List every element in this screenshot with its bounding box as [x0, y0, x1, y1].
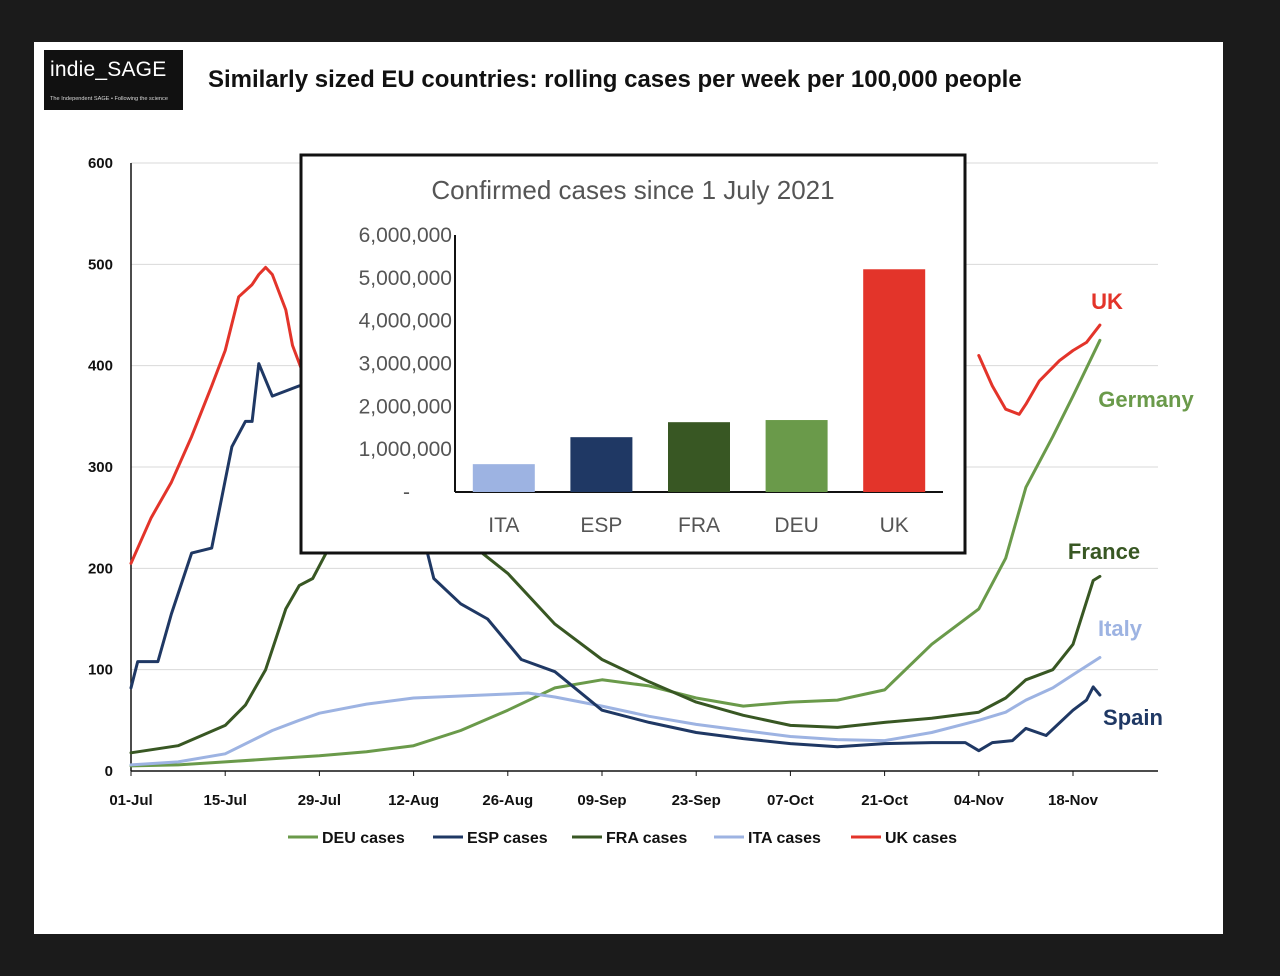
inset-bar-uk — [863, 269, 926, 492]
series-line-fra — [129, 526, 1102, 755]
end-label-fra: France — [1068, 539, 1140, 564]
x-tick-label: 15-Jul — [204, 792, 247, 809]
series-line-ita — [129, 656, 1102, 767]
inset-bar-esp — [570, 437, 633, 492]
inset-bar-deu — [765, 420, 828, 492]
logo-text: indie_SAGE — [50, 58, 167, 81]
x-tick-label: 23-Sep — [672, 792, 721, 809]
y-tick-label: 400 — [88, 358, 113, 375]
inset-bar-ita — [472, 464, 535, 492]
inset-y-tick-label: 6,000,000 — [359, 224, 452, 247]
inset-y-tick-label: 5,000,000 — [359, 267, 452, 290]
legend-label-fra: FRA cases — [606, 830, 687, 847]
inset-x-tick-label: ESP — [580, 514, 622, 537]
end-label-uk: UK — [1091, 289, 1123, 314]
inset-x-tick-label: ITA — [488, 514, 519, 537]
inset-y-tick-label: 2,000,000 — [359, 395, 452, 418]
end-label-ita: Italy — [1098, 616, 1143, 641]
y-tick-label: 600 — [88, 155, 113, 172]
legend-label-uk: UK cases — [885, 830, 957, 847]
line-chart-plot: 0 100 200 300 400 500 600 01-Jul 15-Jul 29-Jul 12-… — [88, 155, 1194, 847]
legend-label-ita: ITA cases — [748, 830, 821, 847]
y-tick-label: 300 — [88, 459, 113, 476]
y-tick-label: 100 — [88, 662, 113, 679]
end-label-deu: Germany — [1098, 387, 1194, 412]
x-tick-label: 04-Nov — [954, 792, 1005, 809]
x-tick-label: 21-Oct — [861, 792, 908, 809]
inset-x-tick-label: FRA — [678, 514, 720, 537]
y-tick-label: 200 — [88, 560, 113, 577]
x-tick-label: 07-Oct — [767, 792, 814, 809]
x-tick-label: 26-Aug — [482, 792, 533, 809]
logo-tagline: The Independent SAGE • Following the sci… — [50, 96, 168, 102]
series-line-uk-segment — [977, 323, 1102, 416]
x-tick-label: 18-Nov — [1048, 792, 1099, 809]
inset-bar-chart: Confirmed cases since 1 July 2021 - 1,000,… — [299, 153, 967, 555]
inset-title: Confirmed cases since 1 July 2021 — [431, 175, 834, 205]
inset-y-tick-label: 1,000,000 — [359, 438, 452, 461]
main-chart-title: Similarly sized EU countries: rolling ca… — [208, 66, 1022, 93]
series-line-uk — [129, 265, 308, 565]
x-tick-label: 29-Jul — [298, 792, 341, 809]
series-line-esp — [129, 362, 1102, 753]
inset-bar-fra — [668, 422, 730, 492]
x-tick-label: 09-Sep — [577, 792, 626, 809]
legend-label-esp: ESP cases — [467, 830, 548, 847]
indie-sage-logo: indie_SAGE The Independent SAGE • Follow… — [44, 50, 183, 110]
inset-x-tick-label: UK — [880, 514, 909, 537]
inset-y-tick-label: - — [403, 481, 410, 504]
inset-y-tick-label: 4,000,000 — [359, 310, 452, 333]
y-tick-label: 0 — [105, 763, 113, 780]
inset-y-tick-label: 3,000,000 — [359, 353, 452, 376]
y-tick-label: 500 — [88, 256, 113, 273]
x-tick-label: 12-Aug — [388, 792, 439, 809]
end-label-esp: Spain — [1103, 705, 1163, 730]
inset-x-tick-label: DEU — [774, 514, 818, 537]
inset-frame — [299, 153, 967, 555]
x-tick-label: 01-Jul — [109, 792, 152, 809]
legend-label-deu: DEU cases — [322, 830, 405, 847]
